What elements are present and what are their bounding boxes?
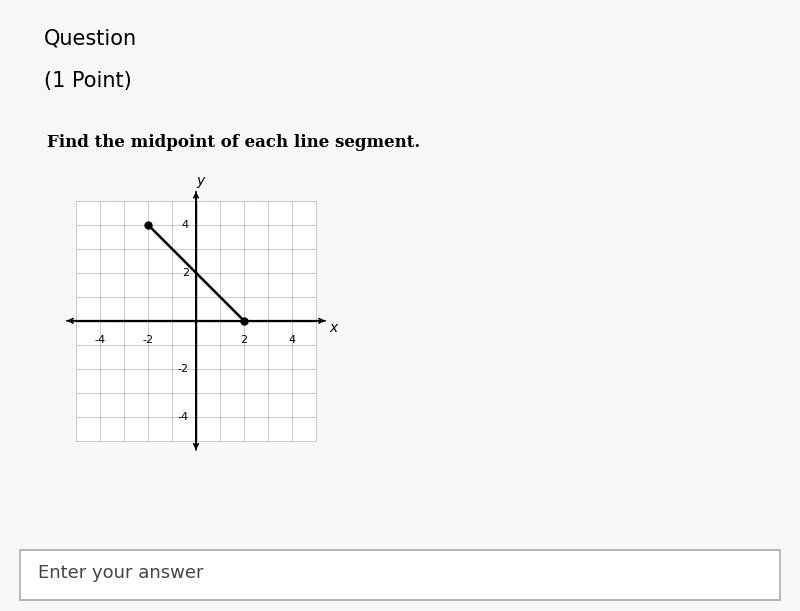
Text: -4: -4 (178, 412, 189, 422)
Text: 2: 2 (182, 268, 189, 278)
Text: -4: -4 (94, 335, 106, 345)
Text: -2: -2 (142, 335, 154, 345)
Text: y: y (197, 174, 205, 188)
Text: Find the midpoint of each line segment.: Find the midpoint of each line segment. (46, 134, 420, 151)
FancyBboxPatch shape (20, 550, 780, 600)
Text: 4: 4 (182, 220, 189, 230)
Text: 2: 2 (241, 335, 247, 345)
Text: Question: Question (44, 28, 137, 48)
Text: (1 Point): (1 Point) (44, 71, 132, 90)
Text: Enter your answer: Enter your answer (38, 564, 204, 582)
Text: -2: -2 (178, 364, 189, 374)
Text: x: x (330, 321, 338, 335)
Text: 4: 4 (289, 335, 295, 345)
